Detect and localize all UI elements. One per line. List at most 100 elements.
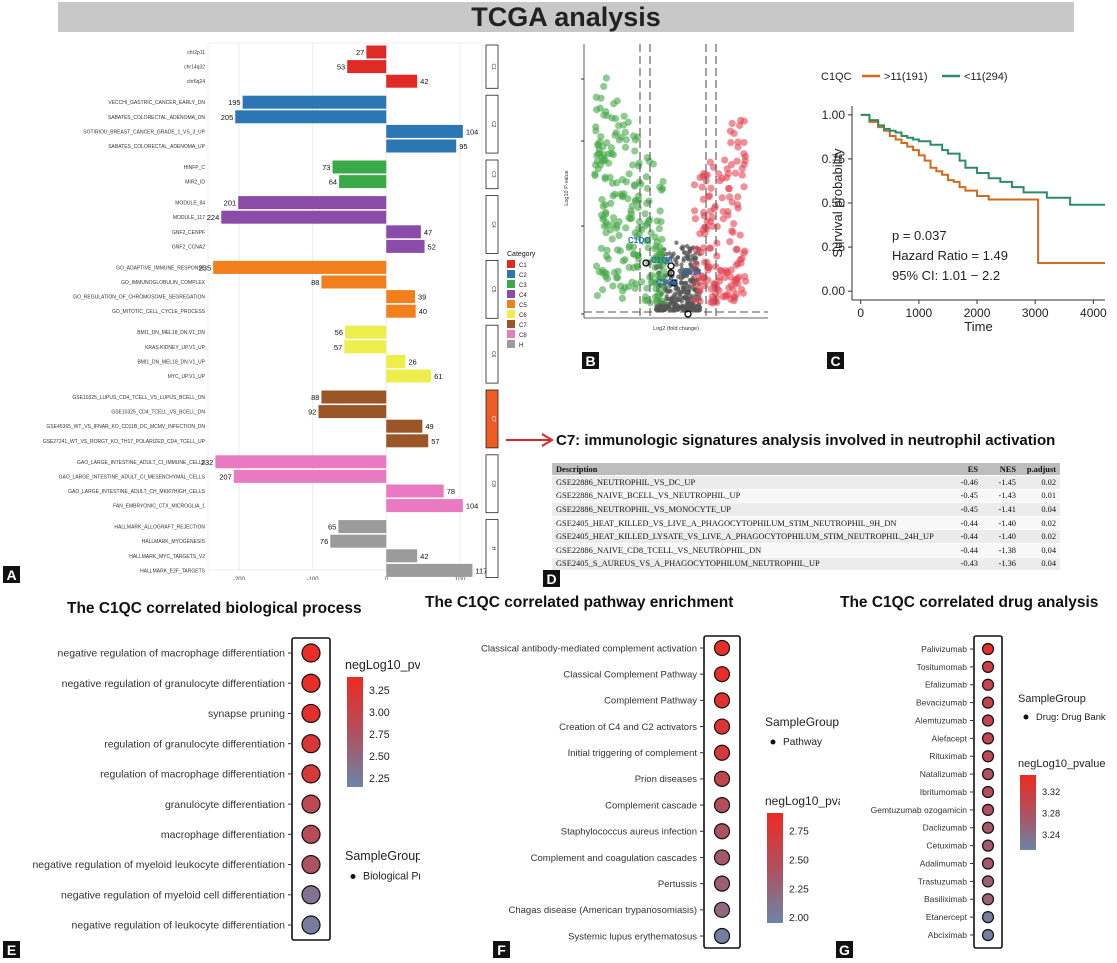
data-point	[301, 854, 321, 875]
bar	[386, 354, 406, 368]
category-label: Pertussis	[658, 879, 697, 890]
bar	[366, 45, 387, 59]
gsea-table: Description ES NES p.adjust GSE22886_NEU…	[552, 463, 1060, 571]
bar	[345, 325, 387, 339]
gene-label: C1QC	[628, 236, 650, 245]
bar-value-label: 64	[329, 178, 337, 187]
category-label: Daclizumab	[923, 823, 968, 833]
data-point	[301, 643, 321, 663]
colorbar	[767, 813, 783, 923]
data-point	[692, 261, 700, 269]
data-point	[638, 278, 646, 286]
y-tick-label: 0.50	[822, 196, 846, 210]
data-point	[667, 251, 672, 256]
bar	[386, 484, 444, 498]
bar	[347, 60, 387, 74]
bar	[386, 563, 473, 577]
bar	[233, 469, 387, 483]
data-point	[679, 262, 684, 267]
data-point	[731, 279, 739, 287]
data-point	[674, 259, 679, 265]
legend-swatch	[507, 290, 515, 298]
data-point	[713, 796, 731, 814]
data-point	[713, 239, 721, 247]
legend-group-title: SampleGroup	[765, 715, 839, 729]
facet-strip	[485, 389, 499, 449]
data-point	[681, 272, 686, 277]
data-point	[740, 138, 748, 147]
data-point	[713, 770, 731, 788]
bar-category-label: GAO_LARGE_INTESTINE_ADULT_CH_MKI67HIGH_C…	[68, 489, 206, 495]
bar-value-label: 95	[459, 142, 467, 151]
data-point	[598, 266, 607, 274]
bar	[238, 196, 387, 210]
data-point	[738, 171, 746, 179]
data-point	[630, 181, 639, 189]
x-axis-title: Time	[964, 319, 992, 334]
colorbar	[1020, 775, 1036, 850]
data-point	[665, 306, 671, 311]
data-point	[647, 279, 656, 287]
data-point	[642, 237, 650, 245]
data-point	[665, 289, 671, 295]
data-point	[726, 238, 734, 246]
x-tick-label: -100	[307, 577, 320, 580]
data-point	[634, 203, 642, 212]
bar-category-label: GSE45365_WT_VS_IFNAR_KO_CD11B_DC_MCMV_IN…	[46, 424, 205, 430]
bar-category-label: GAO_LARGE_INTESTINE_ADULT_CI_IMMUNE_CELL…	[77, 460, 206, 466]
facet-strip-label: C1	[490, 63, 496, 70]
data-point	[981, 875, 995, 888]
data-point	[733, 245, 741, 254]
data-point	[615, 136, 623, 144]
bar-category-label: BMI1_DN_MEL18_DN.V1_UP	[137, 359, 205, 365]
gene-marker	[667, 262, 675, 270]
data-point	[654, 271, 662, 280]
connector-arrow	[506, 433, 554, 447]
data-point	[301, 703, 321, 724]
data-point	[713, 718, 731, 735]
survival-curve	[860, 113, 1105, 206]
legend-label: <11(294)	[964, 71, 1008, 83]
data-point	[670, 299, 676, 304]
table-cell: -0.45	[946, 502, 982, 517]
table-cell: -1.41	[982, 502, 1020, 517]
bar	[386, 369, 432, 383]
facet-strip	[485, 454, 499, 514]
data-point	[625, 263, 633, 272]
data-point	[727, 266, 735, 274]
legend-swatch	[507, 330, 515, 338]
facet-strip-label: H	[490, 547, 496, 551]
data-point	[668, 255, 674, 260]
data-point	[725, 284, 733, 292]
data-point	[687, 301, 692, 307]
data-point	[599, 286, 607, 294]
y-tick-label: 0.25	[822, 240, 846, 254]
table-row: GSE2405_HEAT_KILLED_VS_LIVE_A_PHAGOCYTOP…	[552, 515, 1060, 530]
bar	[386, 419, 423, 433]
data-point	[713, 252, 721, 260]
data-point	[655, 225, 663, 233]
data-point	[700, 244, 708, 252]
data-point	[685, 283, 690, 289]
data-point	[686, 267, 692, 272]
table-cell: -0.43	[946, 556, 982, 571]
data-point	[611, 131, 619, 139]
data-point	[656, 207, 664, 215]
table-cell: GSE2405_S_AUREUS_VS_A_PHAGOCYTOPHILUM_NE…	[552, 556, 946, 571]
table-cell: GSE22886_NEUTROPHIL_VS_DC_UP	[552, 475, 946, 490]
data-point	[741, 247, 749, 255]
bar-category-label: GAO_LARGE_INTESTINE_ADULT_CI_MESENCHYMAL…	[59, 474, 206, 480]
data-point	[704, 263, 712, 271]
panel-e-title: The C1QC correlated biological process	[67, 600, 362, 617]
facet-strip-label: C5	[490, 286, 496, 293]
data-point	[690, 181, 699, 189]
data-point	[591, 161, 600, 169]
data-point	[301, 915, 321, 935]
colorbar-title: negLog10_pvalue	[345, 658, 420, 672]
data-point	[700, 212, 708, 220]
table-cell: -0.46	[946, 475, 982, 490]
data-point	[734, 143, 742, 151]
data-point	[981, 893, 995, 906]
data-point	[635, 218, 644, 226]
table-cell: 0.02	[1020, 529, 1060, 544]
